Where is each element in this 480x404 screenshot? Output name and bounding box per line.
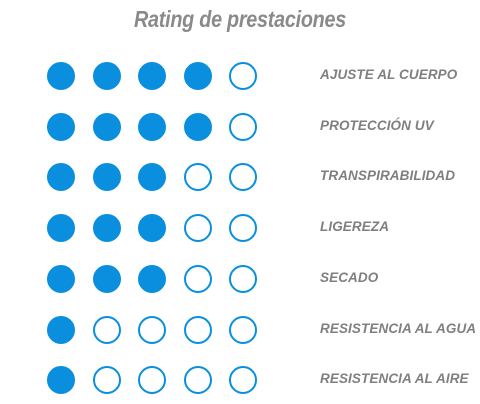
empty-rating-dot [229,62,257,90]
filled-rating-dot [47,112,75,141]
rating-label: AJUSTE AL CUERPO [320,67,458,82]
filled-rating-dot [183,112,212,141]
empty-rating-dot [138,315,166,344]
filled-rating-dot [138,264,166,293]
rating-row: RESISTENCIA AL AIRE [0,365,480,395]
rating-row: LIGEREZA [0,213,480,243]
empty-rating-dot [183,264,212,293]
rating-row: AJUSTE AL CUERPO [0,61,480,91]
rating-row: PROTECCIÓN UV [0,112,480,142]
filled-rating-dot [47,62,75,90]
rating-label: RESISTENCIA AL AGUA [320,320,477,336]
rating-row: RESISTENCIA AL AGUA [0,315,480,345]
empty-rating-dot [229,264,257,293]
filled-rating-dot [138,62,166,90]
empty-rating-dot [229,315,257,344]
filled-rating-dot [92,62,121,90]
empty-rating-dot [138,366,166,395]
filled-rating-dot [138,163,166,192]
empty-rating-dot [183,315,212,344]
empty-rating-dot [183,214,212,243]
filled-rating-dot [92,163,121,192]
filled-rating-dot [183,62,212,90]
empty-rating-dot [229,366,257,395]
filled-rating-dot [47,214,75,243]
filled-rating-dot [138,112,166,141]
rating-row: SECADO [0,264,480,294]
rating-row: TRANSPIRABILIDAD [0,162,480,192]
rating-label: RESISTENCIA AL AIRE [320,371,469,387]
filled-rating-dot [92,112,121,141]
filled-rating-dot [92,264,121,293]
empty-rating-dot [92,315,121,344]
rating-label: LIGEREZA [320,219,390,235]
page-title: Rating de prestaciones [134,6,346,32]
empty-rating-dot [229,112,257,141]
empty-rating-dot [229,214,257,243]
empty-rating-dot [183,366,212,395]
empty-rating-dot [92,366,121,395]
empty-rating-dot [183,163,212,192]
filled-rating-dot [47,163,75,192]
rating-label: TRANSPIRABILIDAD [320,168,456,184]
filled-rating-dot [47,264,75,293]
rating-label: SECADO [320,269,379,285]
filled-rating-dot [92,214,121,243]
rating-label: PROTECCIÓN UV [320,117,434,133]
empty-rating-dot [229,163,257,192]
filled-rating-dot [47,366,75,395]
filled-rating-dot [47,315,75,344]
filled-rating-dot [138,214,166,243]
